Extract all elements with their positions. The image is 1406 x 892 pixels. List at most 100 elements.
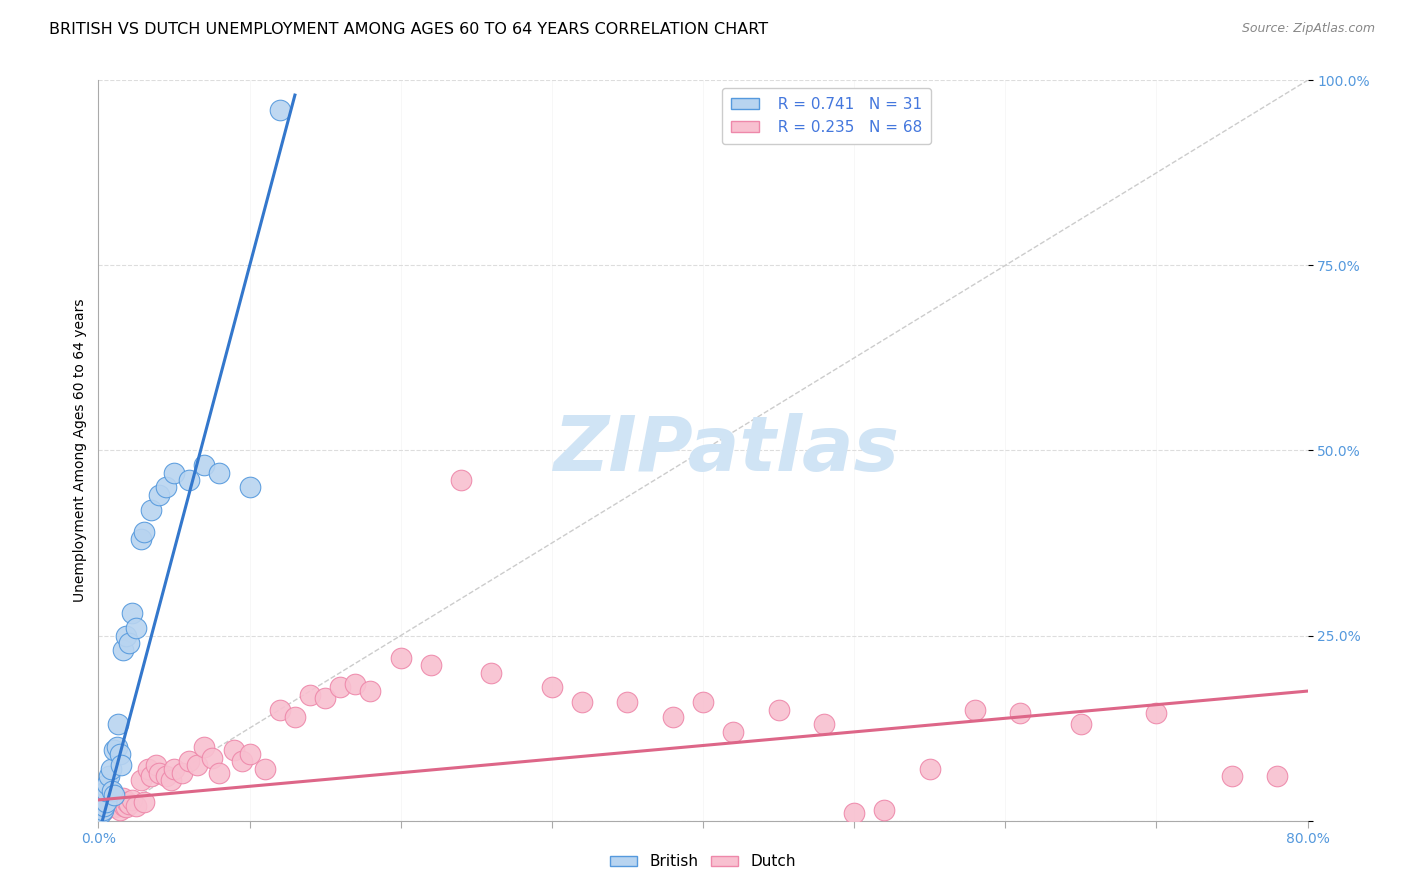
Point: [540, 681, 562, 695]
Point: [112, 798, 135, 813]
Point: [844, 806, 866, 821]
Point: [90, 800, 112, 814]
Point: [239, 480, 262, 494]
Point: [110, 758, 132, 772]
Point: [269, 703, 291, 717]
Point: [125, 621, 148, 635]
Point: [163, 762, 186, 776]
Point: [692, 695, 714, 709]
Point: [420, 658, 443, 673]
Point: [253, 762, 276, 776]
Point: [98, 795, 121, 809]
Point: [148, 488, 170, 502]
Point: [129, 533, 152, 547]
Point: [105, 739, 128, 754]
Point: [481, 665, 503, 680]
Point: [125, 798, 148, 813]
Point: [179, 473, 201, 487]
Point: [96, 776, 118, 791]
Point: [616, 695, 638, 709]
Point: [918, 762, 941, 776]
Point: [101, 798, 124, 813]
Point: [108, 803, 131, 817]
Point: [118, 797, 141, 812]
Point: [193, 458, 215, 473]
Point: [201, 750, 224, 764]
Point: [104, 800, 127, 814]
Point: [344, 676, 367, 690]
Text: BRITISH VS DUTCH UNEMPLOYMENT AMONG AGES 60 TO 64 YEARS CORRELATION CHART: BRITISH VS DUTCH UNEMPLOYMENT AMONG AGES…: [49, 22, 768, 37]
Point: [329, 681, 352, 695]
Point: [103, 795, 125, 809]
Point: [96, 800, 118, 814]
Legend: British, Dutch: British, Dutch: [603, 848, 803, 875]
Point: [94, 797, 117, 812]
Point: [723, 724, 745, 739]
Point: [141, 502, 163, 516]
Point: [224, 743, 246, 757]
Point: [100, 762, 122, 776]
Point: [1267, 769, 1289, 783]
Text: ZIPatlas: ZIPatlas: [554, 414, 900, 487]
Point: [121, 607, 143, 621]
Point: [299, 688, 322, 702]
Point: [94, 795, 117, 809]
Point: [136, 762, 159, 776]
Point: [873, 803, 896, 817]
Point: [111, 643, 134, 657]
Point: [132, 524, 155, 539]
Point: [231, 755, 253, 769]
Point: [1070, 717, 1092, 731]
Point: [121, 793, 143, 807]
Point: [90, 806, 112, 821]
Point: [108, 747, 131, 761]
Point: [111, 791, 134, 805]
Point: [661, 710, 683, 724]
Point: [155, 769, 177, 783]
Point: [179, 755, 201, 769]
Point: [269, 103, 291, 117]
Point: [103, 743, 125, 757]
Point: [1144, 706, 1167, 721]
Point: [170, 765, 193, 780]
Point: [94, 784, 117, 798]
Point: [208, 466, 231, 480]
Point: [107, 797, 129, 812]
Point: [118, 636, 141, 650]
Point: [193, 739, 215, 754]
Point: [389, 650, 412, 665]
Point: [239, 747, 262, 761]
Point: [314, 691, 336, 706]
Point: [160, 772, 183, 787]
Point: [813, 717, 835, 731]
Point: [1010, 706, 1032, 721]
Point: [186, 758, 208, 772]
Point: [141, 769, 163, 783]
Point: [163, 466, 186, 480]
Point: [98, 769, 121, 783]
Point: [768, 703, 790, 717]
Point: [571, 695, 593, 709]
Text: Source: ZipAtlas.com: Source: ZipAtlas.com: [1241, 22, 1375, 36]
Point: [145, 758, 167, 772]
Point: [91, 803, 114, 817]
Point: [93, 798, 115, 813]
Point: [110, 795, 132, 809]
Point: [1220, 769, 1243, 783]
Point: [100, 793, 122, 807]
Point: [155, 480, 177, 494]
Point: [148, 765, 170, 780]
Point: [360, 684, 382, 698]
Point: [450, 473, 472, 487]
Point: [132, 795, 155, 809]
Point: [208, 765, 231, 780]
Y-axis label: Unemployment Among Ages 60 to 64 years: Unemployment Among Ages 60 to 64 years: [73, 299, 87, 602]
Point: [965, 703, 987, 717]
Point: [114, 800, 136, 814]
Point: [115, 795, 138, 809]
Point: [105, 798, 128, 813]
Point: [101, 784, 124, 798]
Point: [103, 788, 125, 802]
Legend:   R = 0.741   N = 31,   R = 0.235   N = 68: R = 0.741 N = 31, R = 0.235 N = 68: [721, 88, 931, 144]
Point: [91, 798, 114, 813]
